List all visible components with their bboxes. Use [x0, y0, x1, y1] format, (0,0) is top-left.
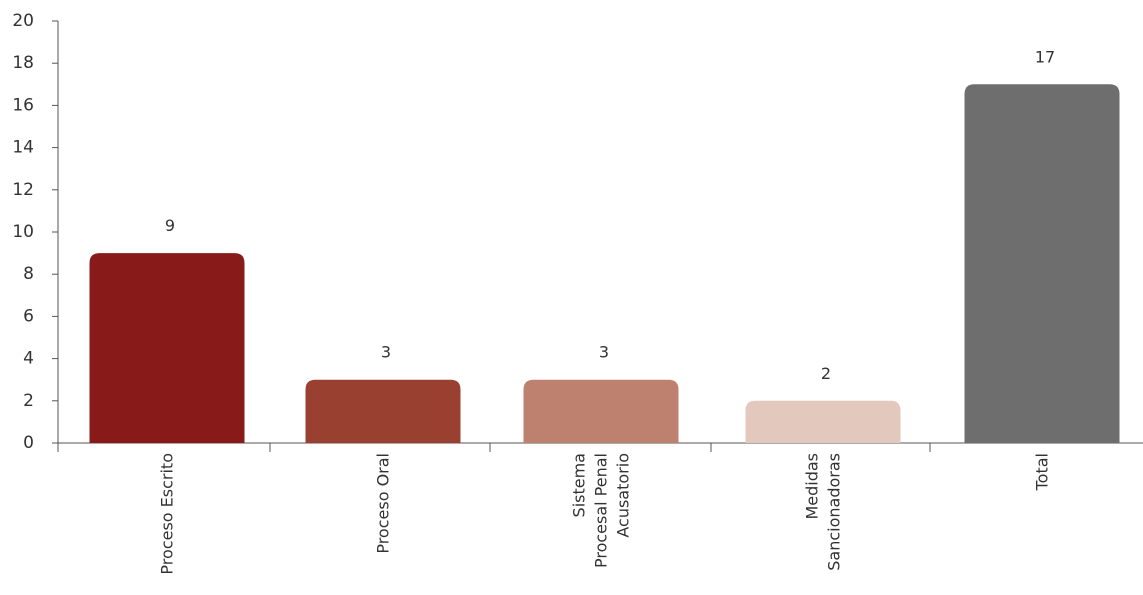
category-label-line: Sancionadoras — [825, 453, 844, 571]
category-label-line: Total — [1033, 453, 1052, 491]
bar — [965, 84, 1120, 443]
category-label: Total — [1033, 453, 1052, 491]
y-tick-label: 2 — [23, 391, 34, 411]
bars — [90, 84, 1120, 443]
category-label: Medidas Sancionadoras — [803, 453, 844, 571]
category-label-line: Sistema — [570, 453, 589, 517]
bar-value-label: 3 — [381, 343, 391, 362]
category-label: Sistema Procesal Penal Acusatorio — [570, 453, 633, 568]
y-tick-label: 20 — [12, 11, 34, 31]
y-tick-label: 16 — [12, 95, 34, 115]
y-tick-label: 14 — [12, 138, 34, 158]
x-axis — [58, 443, 1143, 452]
category-label-line: Procesal Penal — [592, 453, 611, 568]
category-labels: Proceso Escrito Proceso Oral Sistema Proces… — [158, 453, 1052, 575]
y-tick-label: 0 — [23, 433, 34, 453]
y-axis: 0 2 4 6 8 10 12 14 16 18 20 — [12, 11, 58, 453]
bar-value-label: 2 — [821, 364, 831, 383]
y-tick-label: 18 — [12, 53, 34, 73]
bar — [306, 380, 461, 443]
y-tick-label: 6 — [23, 306, 34, 326]
data-labels: 9 3 3 2 17 — [165, 47, 1055, 383]
y-tick-label: 8 — [23, 264, 34, 284]
bar — [90, 253, 245, 443]
y-tick-label: 4 — [23, 349, 34, 369]
bar-value-label: 17 — [1035, 47, 1055, 66]
bar-value-label: 9 — [165, 216, 175, 235]
bar — [524, 380, 679, 443]
y-tick-label: 10 — [12, 222, 34, 242]
category-label-line: Proceso Oral — [374, 453, 393, 554]
bar — [746, 401, 901, 443]
category-label-line: Medidas — [803, 453, 822, 520]
category-label: Proceso Escrito — [158, 453, 177, 575]
category-label: Proceso Oral — [374, 453, 393, 554]
bar-value-label: 3 — [599, 343, 609, 362]
y-tick-label: 12 — [12, 180, 34, 200]
category-label-line: Acusatorio — [614, 453, 633, 538]
category-label-line: Proceso Escrito — [158, 453, 177, 575]
